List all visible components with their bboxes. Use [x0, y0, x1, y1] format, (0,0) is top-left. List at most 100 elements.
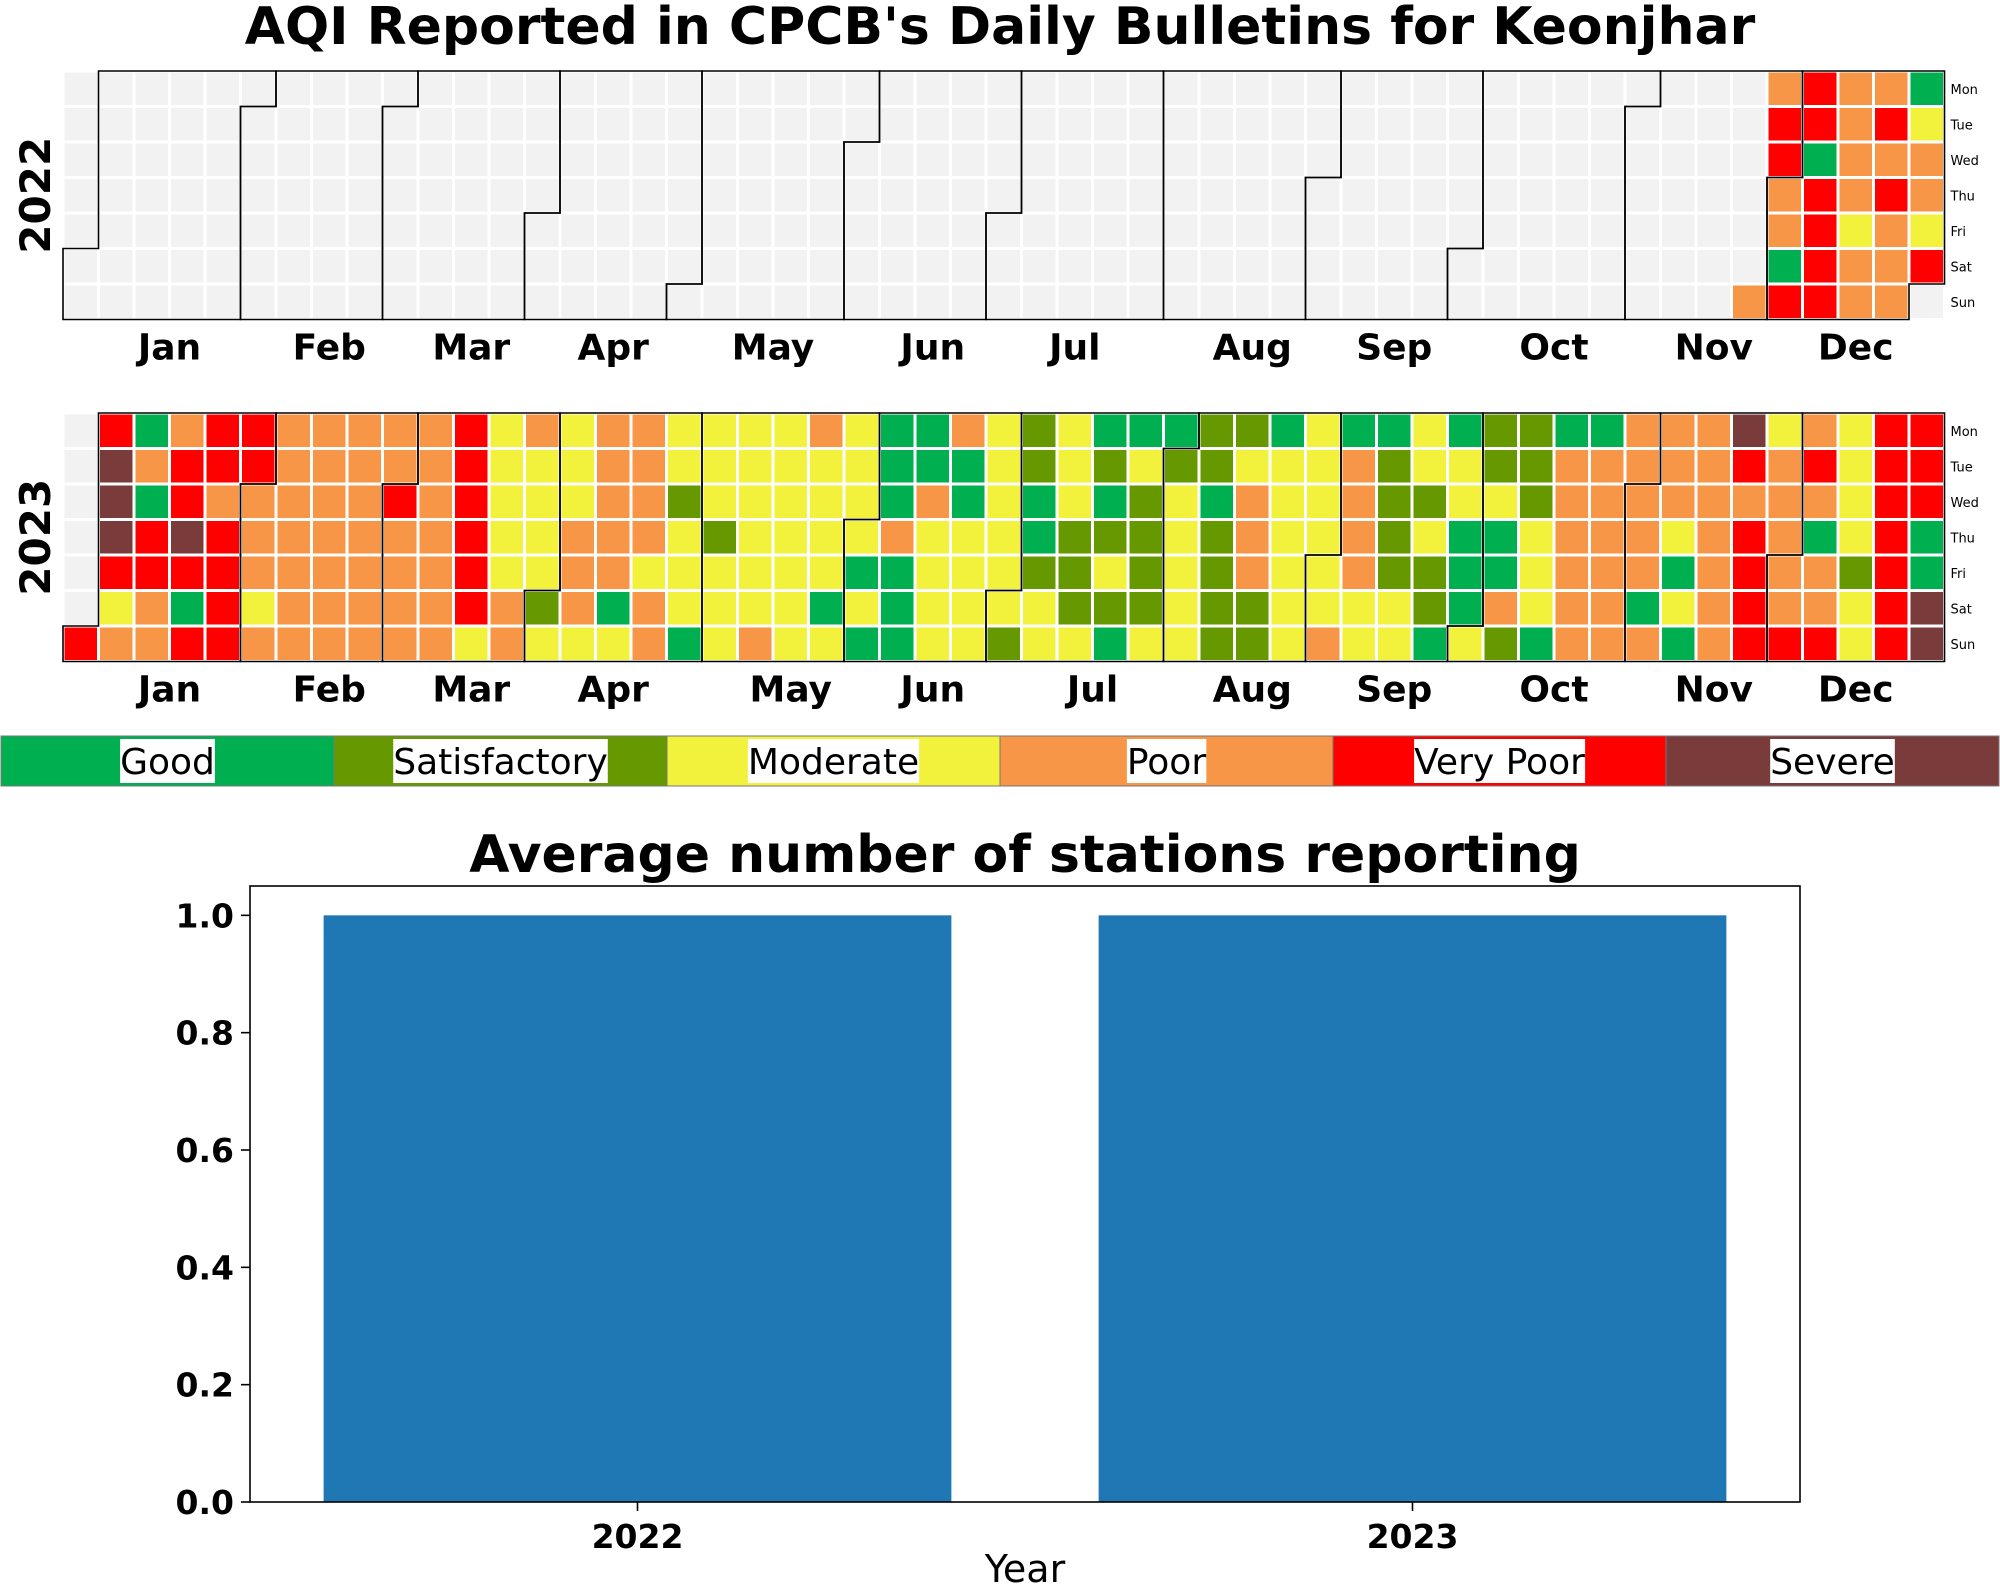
day-cell: [100, 592, 133, 625]
day-cell: [206, 450, 239, 483]
bar-2023: [1098, 915, 1727, 1502]
day-cell: [1484, 250, 1517, 283]
day-cell: [881, 179, 914, 212]
day-cell: [845, 592, 878, 625]
legend-label-bg: [393, 739, 608, 783]
day-cell: [419, 450, 452, 483]
day-cell: [774, 143, 807, 176]
y-tick-label: 0.4: [176, 1248, 234, 1287]
day-cell: [1165, 592, 1198, 625]
day-cell: [1591, 72, 1624, 105]
day-cell: [952, 285, 985, 318]
day-cell: [384, 521, 417, 554]
day-cell: [561, 108, 594, 141]
month-label: Oct: [1519, 670, 1588, 711]
day-cell: [1094, 285, 1127, 318]
day-cell: [135, 214, 168, 247]
day-cell: [916, 627, 949, 660]
day-cell: [1910, 250, 1943, 283]
day-cell: [668, 450, 701, 483]
day-cell: [455, 521, 488, 554]
legend-label-bg: [120, 739, 215, 783]
day-cell: [1200, 627, 1233, 660]
day-cell: [1910, 285, 1943, 318]
day-cell: [277, 250, 310, 283]
day-cell: [1662, 143, 1695, 176]
month-label: May: [750, 670, 832, 711]
day-cell: [881, 285, 914, 318]
day-cell: [1023, 556, 1056, 589]
day-cell: [1236, 214, 1269, 247]
day-cell: [739, 108, 772, 141]
day-cell: [1449, 108, 1482, 141]
day-cell: [1058, 179, 1091, 212]
day-cell: [1449, 556, 1482, 589]
day-cell: [1058, 521, 1091, 554]
day-cell: [916, 250, 949, 283]
day-cell: [703, 450, 736, 483]
day-cell: [1662, 214, 1695, 247]
day-cell: [1271, 108, 1304, 141]
day-cell: [881, 250, 914, 283]
day-cell: [1058, 108, 1091, 141]
day-cell: [1307, 450, 1340, 483]
day-cell: [1768, 627, 1801, 660]
day-cell: [1094, 108, 1127, 141]
day-cell: [1839, 556, 1872, 589]
day-cell: [64, 285, 97, 318]
day-cell: [1342, 414, 1375, 447]
day-cell: [1626, 285, 1659, 318]
day-cell: [1307, 250, 1340, 283]
day-cell: [810, 450, 843, 483]
day-cell: [100, 556, 133, 589]
day-cell: [1804, 179, 1837, 212]
day-cell: [810, 214, 843, 247]
day-cell: [1449, 521, 1482, 554]
day-cell: [526, 450, 559, 483]
month-label: Aug: [1213, 670, 1292, 711]
day-cell: [881, 627, 914, 660]
day-cell: [206, 250, 239, 283]
day-cell: [1342, 285, 1375, 318]
day-cell: [1449, 592, 1482, 625]
day-cell: [668, 627, 701, 660]
day-cell: [668, 179, 701, 212]
legend-label-bg: [1126, 739, 1207, 783]
day-cell: [135, 250, 168, 283]
day-cell: [774, 592, 807, 625]
day-cell: [1484, 414, 1517, 447]
day-cell: [1307, 627, 1340, 660]
day-cell: [1804, 108, 1837, 141]
day-cell: [1697, 521, 1730, 554]
day-cell: [987, 627, 1020, 660]
day-cell: [1165, 521, 1198, 554]
day-cell: [526, 485, 559, 518]
day-cell: [1697, 627, 1730, 660]
day-cell: [1626, 556, 1659, 589]
day-cell: [1023, 285, 1056, 318]
day-cell: [1768, 143, 1801, 176]
day-cell: [384, 414, 417, 447]
day-cell: [668, 143, 701, 176]
day-cell: [313, 250, 346, 283]
day-cell: [206, 627, 239, 660]
month-label: Jun: [897, 328, 965, 369]
day-cell: [1378, 179, 1411, 212]
day-cell: [1094, 556, 1127, 589]
day-cell: [561, 485, 594, 518]
x-axis-label: Year: [984, 1547, 1066, 1589]
day-cell: [526, 143, 559, 176]
day-cell: [668, 592, 701, 625]
day-cell: [277, 285, 310, 318]
day-cell: [313, 179, 346, 212]
day-cell: [1555, 179, 1588, 212]
day-cell: [1910, 143, 1943, 176]
day-cell: [490, 521, 523, 554]
day-cell: [597, 72, 630, 105]
day-cell: [526, 556, 559, 589]
day-cell: [348, 285, 381, 318]
day-cell: [1626, 72, 1659, 105]
day-cell: [1697, 414, 1730, 447]
day-cell: [597, 285, 630, 318]
day-cell: [1058, 627, 1091, 660]
